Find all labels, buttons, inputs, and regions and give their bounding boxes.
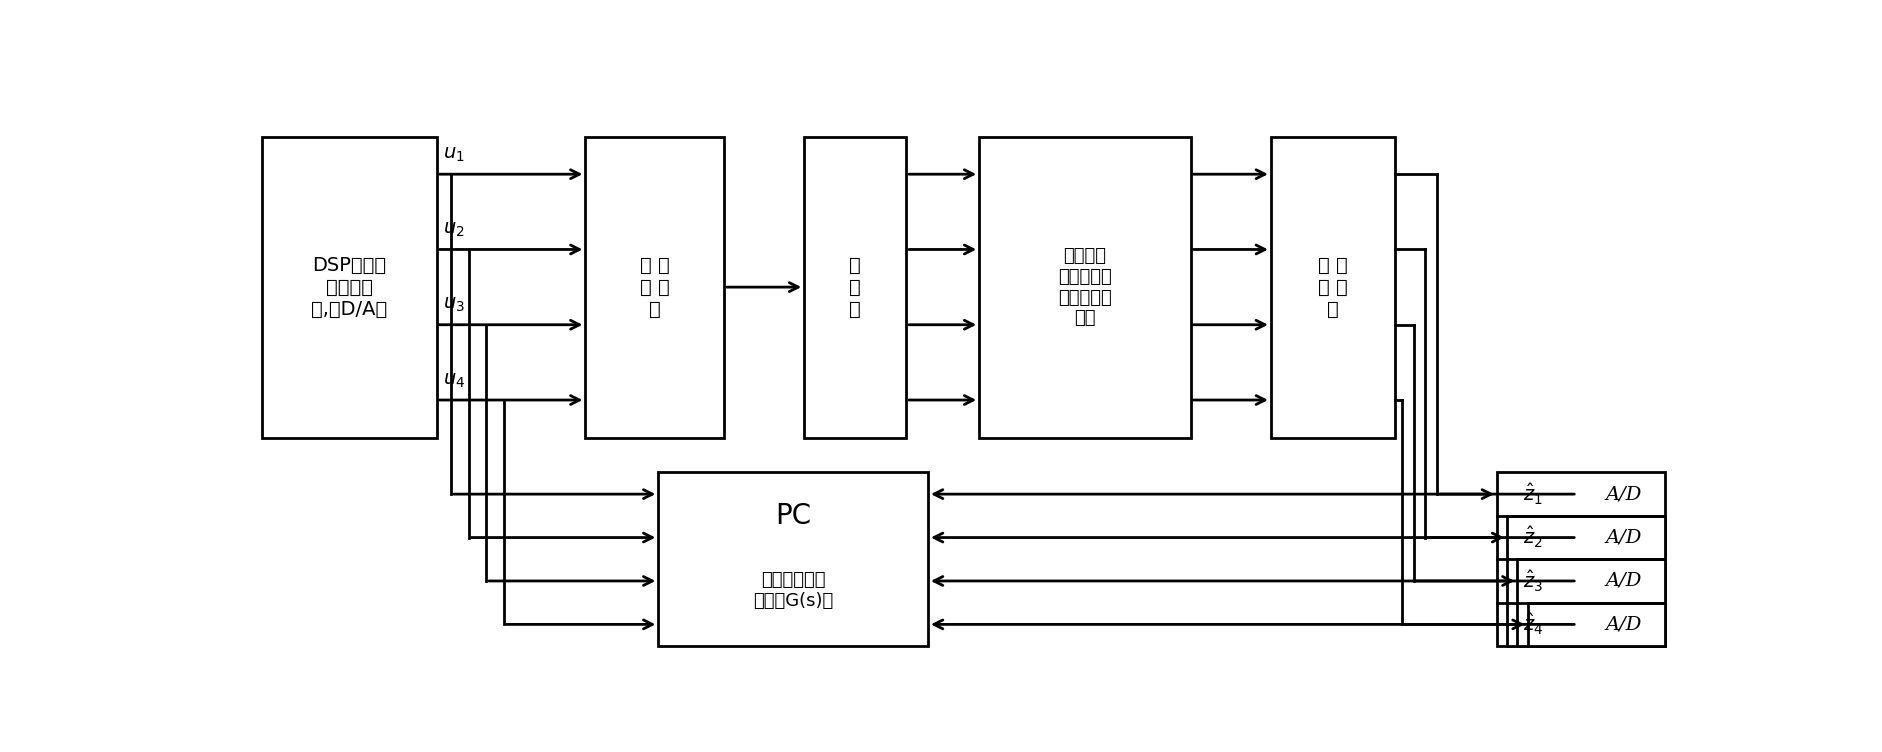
Text: A/D: A/D — [1605, 615, 1641, 633]
Text: $\hat{z}_3$: $\hat{z}_3$ — [1523, 569, 1543, 593]
Text: A/D: A/D — [1605, 572, 1641, 590]
Bar — [262, 137, 437, 438]
Text: 电
磁
铁: 电 磁 铁 — [849, 256, 860, 319]
Bar — [979, 137, 1191, 438]
Text: PC: PC — [775, 502, 811, 530]
Text: $\hat{z}_4$: $\hat{z}_4$ — [1523, 612, 1543, 637]
Text: $u_3$: $u_3$ — [442, 296, 465, 314]
Text: $\hat{z}_2$: $\hat{z}_2$ — [1524, 525, 1543, 550]
Text: 位 移
传 感
器: 位 移 传 感 器 — [1317, 256, 1348, 319]
Bar — [1507, 516, 1664, 646]
Bar — [585, 137, 725, 438]
Bar — [1517, 559, 1664, 646]
Bar — [804, 137, 907, 438]
Text: 压 控
电 流
源: 压 控 电 流 源 — [640, 256, 670, 319]
Bar — [659, 472, 928, 646]
Text: （用最小二乘
法辨识G(s)）: （用最小二乘 法辨识G(s)） — [753, 571, 834, 610]
Text: $u_1$: $u_1$ — [442, 145, 465, 164]
Text: $u_2$: $u_2$ — [444, 221, 465, 239]
Bar — [1528, 602, 1664, 646]
Bar — [1496, 472, 1664, 646]
Text: 待测物体
（用弹簧支
撑于刚性梁
上）: 待测物体 （用弹簧支 撑于刚性梁 上） — [1058, 247, 1112, 327]
Text: A/D: A/D — [1605, 529, 1641, 547]
Text: $u_4$: $u_4$ — [442, 371, 465, 390]
Bar — [1270, 137, 1395, 438]
Text: $\hat{z}_1$: $\hat{z}_1$ — [1523, 481, 1543, 507]
Text: DSP（数字
信号处理
器,含D/A）: DSP（数字 信号处理 器,含D/A） — [311, 256, 388, 319]
Text: A/D: A/D — [1605, 485, 1641, 503]
